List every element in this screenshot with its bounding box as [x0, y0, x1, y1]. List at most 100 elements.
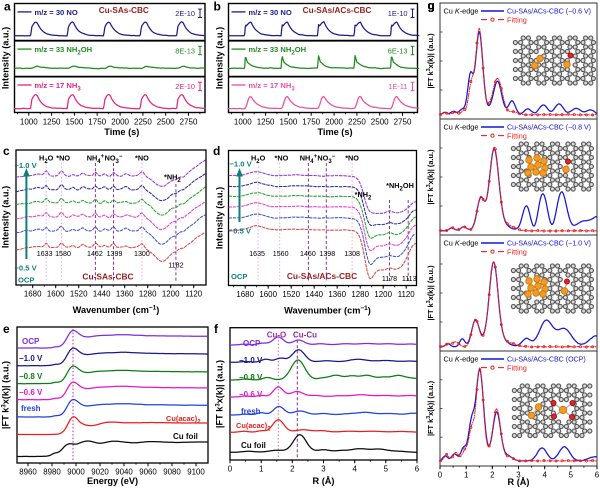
svg-text:Fitting: Fitting [507, 131, 527, 140]
svg-text:Intensity (a.u.): Intensity (a.u.) [215, 187, 225, 249]
svg-text:1200: 1200 [162, 290, 180, 299]
svg-text:Cu(acac)2​: Cu(acac)2​ [166, 414, 201, 425]
svg-text:Intensity (a.u.): Intensity (a.u.) [215, 27, 225, 89]
svg-text:R (Å): R (Å) [508, 477, 530, 487]
svg-text:2250: 2250 [134, 117, 152, 126]
svg-text:1750: 1750 [88, 117, 106, 126]
svg-text:2E-10: 2E-10 [175, 9, 195, 18]
svg-text:1120: 1120 [185, 290, 203, 299]
svg-text:Cu(acac)2​: Cu(acac)2​ [236, 421, 271, 432]
svg-text:3: 3 [516, 471, 521, 480]
svg-text:Cu foil: Cu foil [241, 441, 266, 450]
svg-text:m/z = 33 NH2​OH: m/z = 33 NH2​OH [35, 45, 93, 56]
svg-text:Time (s): Time (s) [104, 127, 139, 137]
svg-text:3: 3 [321, 465, 326, 474]
svg-text:g: g [428, 0, 435, 13]
svg-text:Cu foil: Cu foil [173, 432, 198, 441]
svg-text:NH4+​: NH4+​ [300, 154, 318, 165]
svg-text:2: 2 [290, 465, 294, 474]
svg-text:Cu K-edge: Cu K-edge [444, 239, 479, 248]
svg-text:OCP: OCP [243, 339, 261, 348]
svg-text:H2​O: H2​O [39, 154, 54, 165]
svg-text:m/z = 30 NO: m/z = 30 NO [35, 8, 78, 17]
svg-text:Wavenumber (cm−1​): Wavenumber (cm−1​) [284, 305, 371, 316]
svg-text:Cu-SAs/ACs-CBC (OCP): Cu-SAs/ACs-CBC (OCP) [507, 357, 586, 364]
svg-text:*NO: *NO [135, 154, 149, 163]
svg-text:0: 0 [228, 465, 233, 474]
svg-text:1500: 1500 [66, 117, 84, 126]
svg-text:Fitting: Fitting [507, 15, 527, 24]
svg-text:1: 1 [259, 465, 263, 474]
svg-text:−0.5 V: −0.5 V [229, 227, 252, 236]
svg-text:*NH2​: *NH2​ [164, 173, 181, 184]
svg-text:Cu-SAs/ACs-CBC: Cu-SAs/ACs-CBC [287, 271, 357, 281]
svg-text:1440: 1440 [305, 290, 323, 299]
svg-text:1280: 1280 [139, 290, 157, 299]
svg-text:2750: 2750 [394, 117, 412, 126]
svg-text:1: 1 [464, 471, 468, 480]
svg-text:|FT k3​x(k)| (a.u.): |FT k3​x(k)| (a.u.) [426, 380, 435, 436]
svg-text:OCP: OCP [22, 337, 40, 346]
svg-text:NH4+​: NH4+​ [87, 154, 105, 165]
svg-text:1178: 1178 [382, 275, 397, 283]
svg-text:8960: 8960 [19, 467, 37, 476]
svg-text:1000: 1000 [20, 117, 38, 126]
svg-text:2750: 2750 [180, 117, 198, 126]
svg-text:|FT k3​x(k)| (a.u.): |FT k3​x(k)| (a.u.) [426, 265, 435, 321]
svg-text:e: e [3, 322, 10, 336]
svg-text:Cu K-edge: Cu K-edge [444, 355, 479, 364]
svg-text:m/z = 17 NH3​: m/z = 17 NH3​ [249, 81, 296, 92]
svg-text:8E-13: 8E-13 [175, 46, 195, 55]
svg-text:1300: 1300 [134, 250, 150, 258]
svg-text:−0.8 V: −0.8 V [19, 372, 43, 381]
svg-text:Fitting: Fitting [507, 363, 527, 372]
svg-text:1520: 1520 [70, 290, 88, 299]
svg-text:9080: 9080 [163, 467, 181, 476]
svg-text:Cu-SAs-CBC: Cu-SAs-CBC [99, 6, 149, 15]
svg-text:NO3−​: NO3−​ [317, 154, 335, 165]
svg-text:Fitting: Fitting [507, 247, 527, 256]
svg-text:2E-10: 2E-10 [175, 82, 195, 91]
svg-text:Cu-SAs/ACs-CBC: Cu-SAs/ACs-CBC [303, 6, 372, 15]
svg-text:1200: 1200 [374, 290, 392, 299]
svg-text:0: 0 [438, 471, 443, 480]
svg-text:Intensity (a.u.): Intensity (a.u.) [1, 27, 11, 89]
svg-text:Cu-SAs/ACs-CBC (−1.0 V): Cu-SAs/ACs-CBC (−1.0 V) [507, 241, 591, 248]
svg-text:1360: 1360 [116, 290, 134, 299]
svg-text:9040: 9040 [115, 467, 133, 476]
svg-text:m/z = 33 NH2​OH: m/z = 33 NH2​OH [249, 45, 307, 56]
svg-text:2500: 2500 [157, 117, 175, 126]
svg-text:1560: 1560 [273, 250, 289, 258]
svg-text:−1.0 V: −1.0 V [230, 160, 253, 169]
svg-text:2: 2 [490, 471, 494, 480]
svg-text:6: 6 [415, 465, 420, 474]
svg-text:1E-11: 1E-11 [388, 82, 407, 91]
svg-text:1520: 1520 [282, 290, 300, 299]
svg-text:1250: 1250 [257, 117, 275, 126]
svg-text:1182: 1182 [168, 262, 183, 270]
svg-text:Cu-SAs/ACs-CBC (−0.8 V): Cu-SAs/ACs-CBC (−0.8 V) [507, 125, 591, 132]
svg-text:*NO: *NO [56, 154, 70, 163]
svg-text:Cu-SAs-CBC: Cu-SAs-CBC [82, 272, 133, 282]
svg-text:fresh: fresh [241, 407, 261, 416]
svg-text:4: 4 [543, 471, 548, 480]
svg-text:2250: 2250 [348, 117, 366, 126]
svg-text:1580: 1580 [55, 250, 71, 258]
svg-text:OCP: OCP [18, 276, 34, 285]
svg-text:5: 5 [569, 471, 574, 480]
svg-text:*NH2​: *NH2​ [355, 190, 372, 201]
svg-text:|FT k3​x(k)| (a.u.): |FT k3​x(k)| (a.u.) [426, 149, 435, 205]
svg-text:Cu-SAs/ACs-CBC (−0.6 V): Cu-SAs/ACs-CBC (−0.6 V) [507, 9, 591, 16]
svg-text:|FT k3​x(k)| (a.u.): |FT k3​x(k)| (a.u.) [1, 361, 11, 429]
svg-text:fresh: fresh [21, 404, 41, 413]
svg-text:−0.6 V: −0.6 V [19, 388, 43, 397]
svg-text:a: a [4, 0, 11, 14]
svg-text:8980: 8980 [43, 467, 61, 476]
svg-text:1462: 1462 [87, 250, 103, 258]
svg-text:1500: 1500 [280, 117, 298, 126]
svg-text:g: g [428, 0, 435, 13]
svg-text:1440: 1440 [93, 290, 111, 299]
svg-text:*NO: *NO [275, 154, 289, 163]
svg-text:R (Å): R (Å) [313, 476, 335, 486]
svg-text:−0.6 V: −0.6 V [239, 390, 263, 399]
